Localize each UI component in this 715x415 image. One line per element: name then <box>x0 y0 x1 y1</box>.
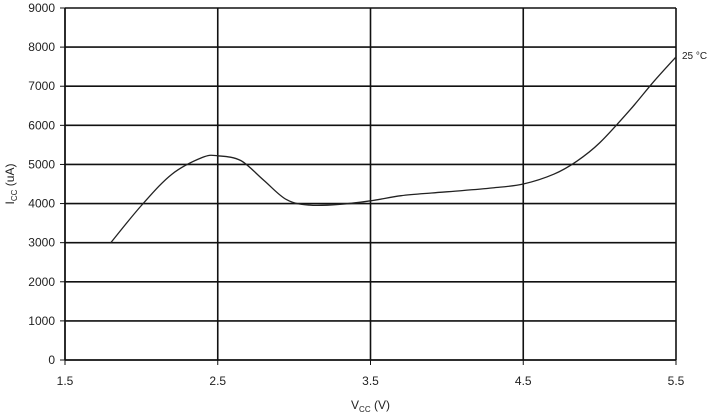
axes <box>60 7 677 365</box>
y-tick-label: 7000 <box>28 79 55 93</box>
x-tick-labels: 1.5 2.5 3.5 4.5 5.5 <box>57 374 685 388</box>
x-tick-label: 2.5 <box>209 374 226 388</box>
y-axis-label-unit: (uA) <box>3 164 17 190</box>
x-tick-label: 5.5 <box>668 374 685 388</box>
x-tick-label: 4.5 <box>515 374 532 388</box>
series-label: 25 °C <box>682 51 707 62</box>
x-tick-label: 1.5 <box>57 374 74 388</box>
y-tick-label: 5000 <box>28 157 55 171</box>
y-tick-label: 0 <box>48 353 55 367</box>
x-axis-label-main: V <box>351 398 359 412</box>
y-tick-label: 8000 <box>28 40 55 54</box>
series-line <box>110 56 677 244</box>
series-group <box>110 56 677 244</box>
x-axis-label-sub: CC <box>359 405 371 414</box>
y-axis-label-main: I <box>3 201 17 204</box>
y-axis-label-sub: CC <box>10 189 19 201</box>
x-tick-label: 3.5 <box>362 374 379 388</box>
y-tick-labels: 0 1000 2000 3000 4000 5000 6000 7000 8000 9000 <box>28 1 55 367</box>
y-tick-label: 2000 <box>28 275 55 289</box>
y-tick-label: 4000 <box>28 197 55 211</box>
y-axis-label: ICC (uA) <box>3 164 19 205</box>
y-tick-label: 6000 <box>28 118 55 132</box>
x-axis-label: VCC (V) <box>351 398 390 414</box>
x-axis-label-unit: (V) <box>371 398 390 412</box>
y-tick-label: 1000 <box>28 314 55 328</box>
y-tick-label: 3000 <box>28 236 55 250</box>
y-tick-label: 9000 <box>28 1 55 15</box>
grid <box>64 7 677 361</box>
